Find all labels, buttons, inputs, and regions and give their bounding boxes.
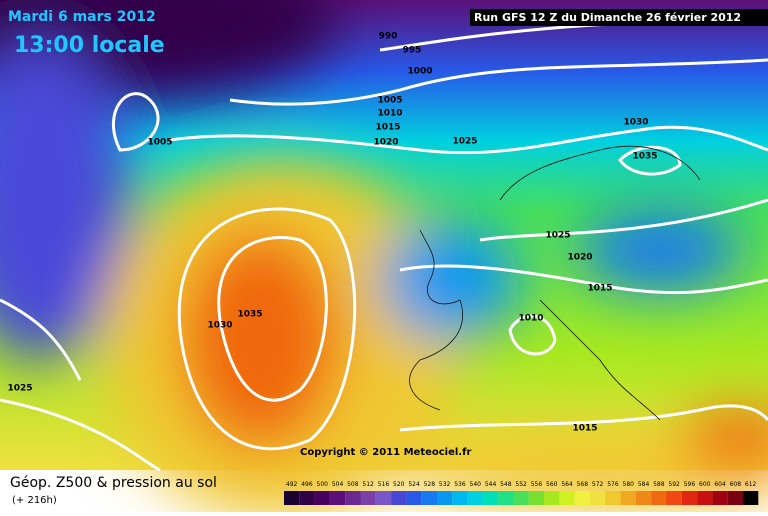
lead-time: (+ 216h) [12, 495, 57, 506]
isobar-label: 1015 [375, 123, 400, 133]
color-scale: 492 496 500 504 508 512 516 520 524 528 532 536 540 5… [284, 481, 759, 505]
time: 13:00 locale [14, 33, 165, 58]
scale-swatch [528, 491, 545, 505]
coastlines [409, 145, 701, 421]
scale-swatch [697, 491, 713, 505]
scale-swatch [635, 491, 652, 505]
scale-label: 564 [561, 481, 573, 488]
isobar-label: 1030 [207, 321, 232, 331]
scale-label: 568 [577, 481, 589, 488]
scale-swatch [559, 491, 575, 505]
isobar-label: 1010 [518, 314, 543, 324]
scale-label: 612 [745, 481, 757, 488]
scale-swatch [467, 491, 483, 505]
scale-label: 512 [362, 481, 374, 488]
scale-swatch [314, 491, 330, 505]
isobar-label: 1005 [377, 96, 402, 106]
isobars [0, 18, 768, 472]
scale-label: 536 [454, 481, 466, 488]
run-info: Run GFS 12 Z du Dimanche 26 février 2012 [474, 11, 741, 24]
isobar-labels: 990 995 1000 1005 1010 1015 1020 1025 1030 1035 10… [7, 32, 657, 434]
scale-label: 500 [317, 481, 329, 488]
scale-label: 576 [607, 481, 619, 488]
scale-label: 508 [347, 481, 359, 488]
scale-label: 524 [408, 481, 420, 488]
scale-swatch [375, 491, 392, 505]
scale-label: 528 [424, 481, 436, 488]
scale-swatch [421, 491, 437, 505]
copyright: Copyright © 2011 Meteociel.fr [300, 447, 471, 458]
scale-label: 560 [546, 481, 558, 488]
isobar-label: 1020 [567, 253, 592, 263]
scale-swatch [329, 491, 346, 505]
scale-swatch [345, 491, 361, 505]
scale-label: 492 [286, 481, 298, 488]
scale-label: 604 [714, 481, 726, 488]
scale-label: 496 [301, 481, 313, 488]
scale-swatch [498, 491, 514, 505]
isobar-label: 1035 [632, 152, 657, 162]
scale-swatch [666, 491, 682, 505]
scale-label: 596 [684, 481, 696, 488]
scale-swatch [605, 491, 621, 505]
scale-swatch [727, 491, 743, 505]
scale-swatch [437, 491, 453, 505]
scale-swatch [299, 491, 315, 505]
isobar-label: 1005 [147, 138, 172, 148]
scale-label: 608 [730, 481, 742, 488]
scale-label: 540 [470, 481, 482, 488]
scale-swatch [406, 491, 422, 505]
scale-label: 548 [500, 481, 512, 488]
isobar-label: 1035 [237, 310, 262, 320]
footer-title: Géop. Z500 & pression au sol [10, 475, 217, 491]
scale-label: 556 [531, 481, 543, 488]
scale-swatch [482, 491, 499, 505]
run-banner [470, 9, 768, 26]
scale-label: 516 [378, 481, 390, 488]
scale-swatch [544, 491, 560, 505]
isobar-label: 1020 [373, 138, 398, 148]
scale-swatch [391, 491, 407, 505]
scale-swatch [712, 491, 728, 505]
scale-swatch [284, 491, 300, 505]
scale-label: 504 [332, 481, 344, 488]
isobar-label: 995 [403, 46, 422, 56]
isobar-label: 1010 [377, 109, 402, 119]
isobar-label: 1025 [452, 137, 477, 147]
scale-label: 532 [439, 481, 451, 488]
scale-swatch [743, 491, 759, 505]
isobar-label: 990 [379, 32, 398, 42]
scale-swatch [360, 491, 376, 505]
scale-swatch [452, 491, 468, 505]
isobar-label: 1015 [587, 284, 612, 294]
isobar-label: 1015 [572, 424, 597, 434]
scale-label: 584 [638, 481, 650, 488]
isobar-label: 1025 [545, 231, 570, 241]
isobar-label: 1025 [7, 384, 32, 394]
scale-label: 572 [592, 481, 604, 488]
scale-label: 544 [485, 481, 497, 488]
isobar-label: 1030 [623, 118, 648, 128]
date: Mardi 6 mars 2012 [8, 9, 156, 25]
scale-swatch [590, 491, 606, 505]
scale-label: 592 [668, 481, 680, 488]
scale-label: 580 [623, 481, 635, 488]
scale-swatch [574, 491, 590, 505]
scale-label: 520 [393, 481, 405, 488]
scale-label: 588 [653, 481, 665, 488]
scale-swatch [681, 491, 698, 505]
scale-swatch [513, 491, 529, 505]
isobar-label: 1000 [407, 67, 432, 77]
scale-label: 600 [699, 481, 711, 488]
scale-label: 552 [515, 481, 527, 488]
scale-swatch [620, 491, 636, 505]
scale-swatch [651, 491, 667, 505]
